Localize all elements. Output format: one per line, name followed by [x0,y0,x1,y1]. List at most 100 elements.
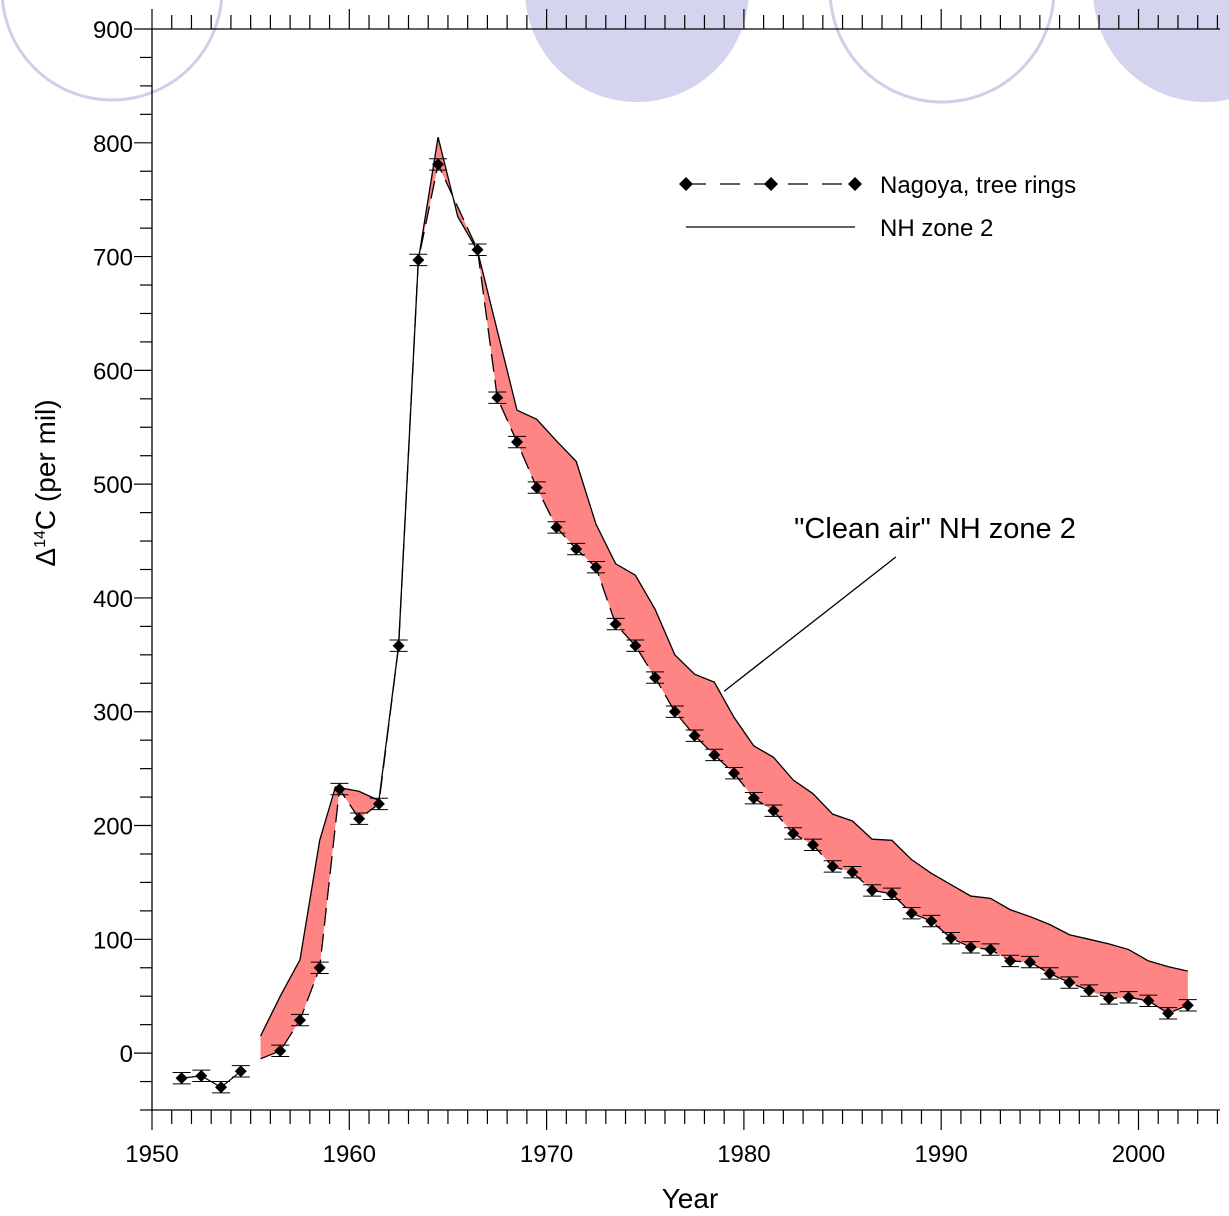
diamond-marker [984,943,997,956]
diamond-marker [728,767,741,780]
nagoya-point [231,1065,250,1078]
diamond-marker [353,812,366,825]
nagoya-point [942,931,961,945]
nagoya-point [330,782,349,796]
diamond-marker [491,391,504,404]
diamond-marker [846,866,859,879]
nagoya-point [1060,976,1079,989]
x-tick-label: 2000 [1112,1141,1165,1168]
diamond-marker [925,915,938,928]
nagoya-point [488,391,507,404]
diamond-marker [313,961,326,974]
nagoya-point [1119,991,1138,1004]
legend-label-nh-zone2: NH zone 2 [880,215,993,242]
nagoya-point [212,1081,231,1094]
nagoya-point [1099,992,1118,1005]
decor-circle [525,0,749,102]
nagoya-point [882,887,901,900]
diamond-marker [471,243,484,256]
diamond-marker [372,797,385,810]
y-tick-label: 0 [120,1041,133,1068]
diamond-marker [1122,991,1135,1004]
nagoya-point [961,941,980,954]
axes [134,9,1220,1130]
background-decoration [0,0,1229,104]
diamond-marker [885,887,898,900]
diamond-marker [826,860,839,873]
y-tick-label: 700 [93,245,133,272]
x-tick-label: 1960 [323,1141,376,1168]
nagoya-point [1178,999,1197,1012]
diamond-marker [530,481,543,494]
nagoya-point [310,961,329,974]
diamond-marker [629,639,642,652]
nagoya-point [902,906,921,920]
diamond-marker [787,827,800,840]
nagoya-point [389,639,408,652]
nagoya-point [429,158,448,171]
diamond-marker [412,253,425,266]
x-tick-label: 1990 [915,1141,968,1168]
diamond-marker [609,618,622,631]
diamond-marker [570,543,583,556]
diamond-marker [964,941,977,954]
y-tick-label: 500 [93,472,133,499]
legend: Nagoya, tree rings NH zone 2 [679,172,1076,242]
diamond-marker [234,1065,247,1078]
diamond-marker [1023,956,1036,969]
nagoya-point [547,521,566,534]
annotation-pointer [723,556,897,692]
nagoya-point [1159,1007,1178,1020]
diamond-marker [195,1069,208,1082]
nagoya-point [1139,994,1158,1007]
nagoya-point [803,838,822,852]
nagoya-point [863,884,882,897]
diamond-marker [589,561,602,574]
nagoya-point [784,827,803,840]
diamond-marker [747,792,760,805]
diamond-marker [1142,994,1155,1007]
diamond-marker [668,705,681,718]
nagoya-point [172,1071,191,1085]
nagoya-point [981,943,1000,956]
clean-air-band [260,137,1188,1059]
legend-nagoya-marker [764,177,778,191]
nagoya-point [527,481,546,494]
diamond-marker [1162,1007,1175,1020]
nagoya-point [1001,954,1020,968]
diamond-marker [1181,999,1194,1012]
diamond-marker [905,907,918,920]
diamond-marker [511,436,524,449]
y-tick-label: 100 [93,927,133,954]
x-tick-label: 1950 [125,1141,178,1168]
diamond-marker [1102,992,1115,1005]
annotation-clean-air: "Clean air" NH zone 2 [794,513,1076,545]
diamond-marker [806,838,819,851]
diamond-marker [866,884,879,897]
diamond-marker [1043,967,1056,980]
diamond-marker [175,1072,188,1085]
nagoya-point [922,914,941,928]
y-axis-labels: 0 100 200 300 400 500 600 700 800 900 [93,17,133,1068]
y-tick-label: 900 [93,17,133,44]
legend-nagoya-marker [679,177,693,191]
nagoya-point [685,729,704,742]
nagoya-point [468,243,487,256]
legend-label-nagoya: Nagoya, tree rings [880,172,1076,199]
nagoya-point [725,766,744,780]
nagoya-point [350,812,369,825]
nagoya-point [508,435,527,449]
diamond-marker [550,521,563,534]
nagoya-point [764,804,783,817]
nagoya-point [843,865,862,879]
diamond-marker [708,748,721,761]
nagoya-point [626,639,645,652]
diamond-marker [1063,976,1076,989]
y-tick-label: 400 [93,586,133,613]
nagoya-point [744,792,763,805]
diamond-marker [1083,984,1096,997]
x-axis-labels: 1950 1960 1970 1980 1990 2000 [125,1141,1165,1168]
diamond-marker [688,729,701,742]
diamond-marker [293,1014,306,1027]
